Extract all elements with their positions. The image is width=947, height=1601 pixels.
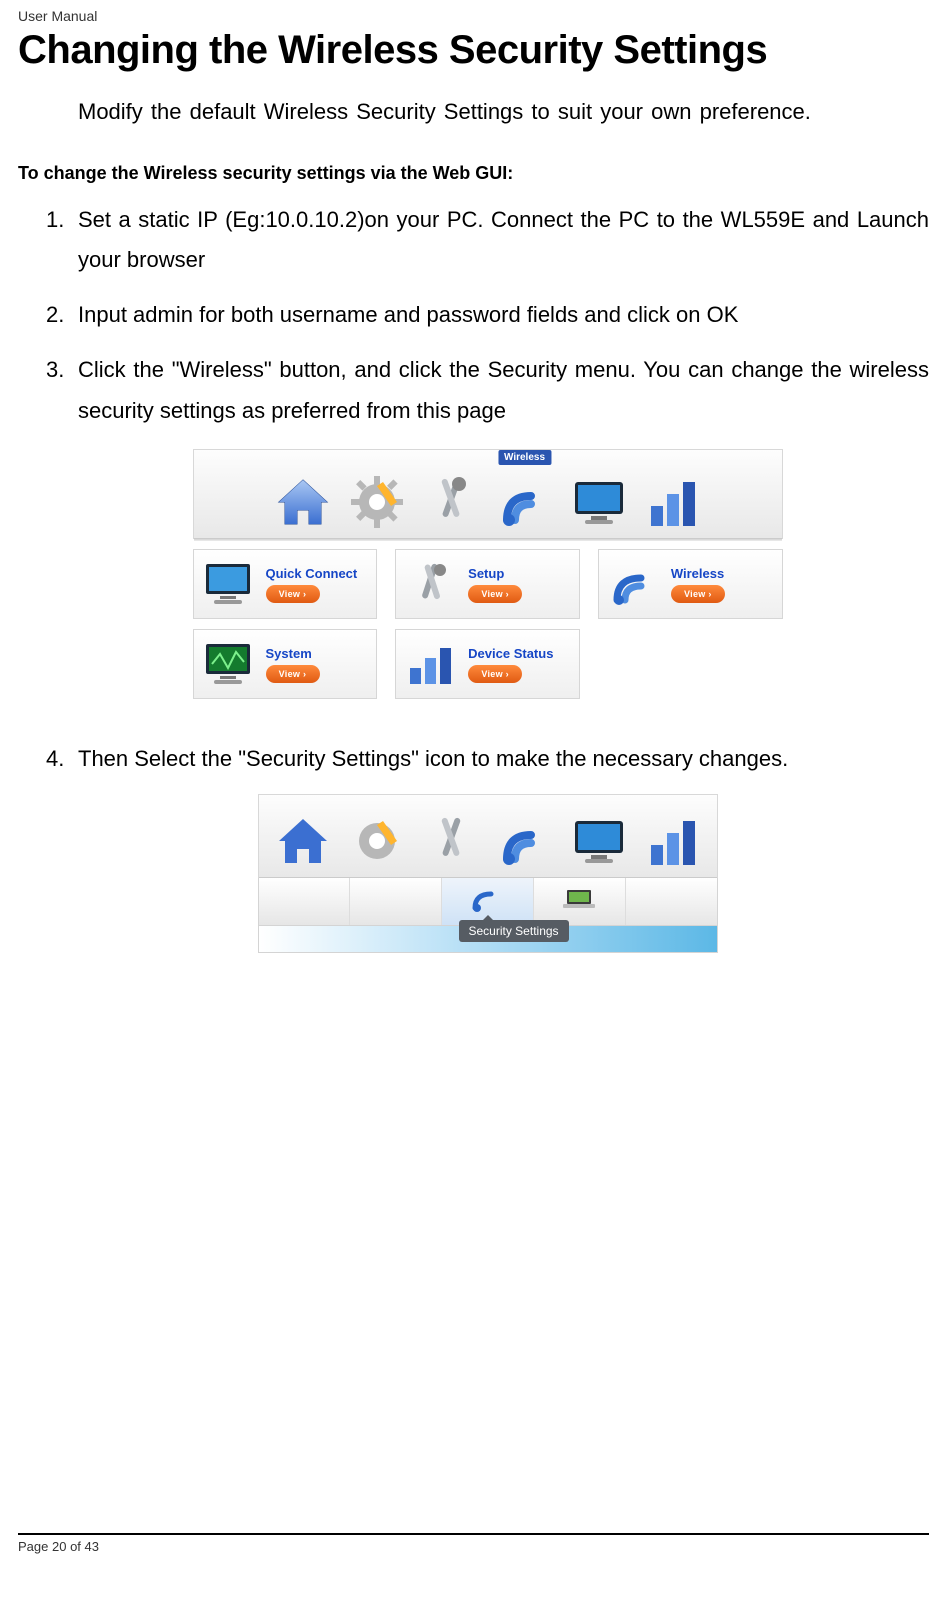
view-button[interactable]: View › — [266, 585, 320, 603]
home-icon — [273, 472, 333, 532]
sub-cell-5[interactable] — [625, 878, 717, 925]
page-title: Changing the Wireless Security Settings — [18, 28, 929, 73]
icon-toolbar: Wireless — [193, 449, 783, 539]
monitor-thumb-icon — [202, 560, 258, 608]
footer-sep: of — [66, 1539, 84, 1554]
footer-prefix: Page — [18, 1539, 52, 1554]
step-2: Input admin for both username and passwo… — [46, 295, 929, 336]
system-thumb-icon — [202, 640, 258, 688]
sub-cell-2[interactable] — [349, 878, 441, 925]
monitor-icon — [569, 472, 629, 532]
tile-system[interactable]: System View › — [193, 629, 378, 699]
gear-icon — [347, 811, 407, 871]
sub-cell-4[interactable] — [533, 878, 625, 925]
sub-toolbar: Security Settings — [258, 878, 718, 926]
tile-setup[interactable]: Setup View › — [395, 549, 580, 619]
figure-security-settings: Security Settings — [258, 794, 718, 953]
laptop-small-icon — [561, 884, 597, 919]
view-button[interactable]: View › — [468, 665, 522, 683]
wireless-thumb-icon — [607, 560, 663, 608]
footer-page-current: 20 — [52, 1539, 66, 1554]
bars-icon — [643, 811, 703, 871]
tile-label: System — [266, 646, 320, 661]
tile-device-status[interactable]: Device Status View › — [395, 629, 580, 699]
step-1: Set a static IP (Eg:10.0.10.2)on your PC… — [46, 200, 929, 281]
intro-paragraph: Modify the default Wireless Security Set… — [78, 91, 919, 133]
wireless-icon — [495, 811, 555, 871]
tooltip-security-settings: Security Settings — [459, 920, 569, 942]
bars-icon — [643, 472, 703, 532]
wireless-badge: Wireless — [498, 450, 551, 465]
section-subheading: To change the Wireless security settings… — [18, 163, 929, 184]
bars-thumb-icon — [404, 640, 460, 688]
tile-wireless[interactable]: Wireless View › — [598, 549, 783, 619]
tile-label: Wireless — [671, 566, 725, 581]
tools-icon — [421, 472, 481, 532]
tools-icon — [421, 811, 481, 871]
tile-quick-connect[interactable]: Quick Connect View › — [193, 549, 378, 619]
step-4: Then Select the "Security Settings" icon… — [46, 739, 929, 780]
tile-label: Quick Connect — [266, 566, 358, 581]
home-icon — [273, 811, 333, 871]
tile-label: Setup — [468, 566, 522, 581]
gear-icon — [347, 472, 407, 532]
step-3: Click the "Wireless" button, and click t… — [46, 350, 929, 431]
figure-tile-menu: Wireless Quick Connect View › — [193, 449, 783, 699]
tile-label: Device Status — [468, 646, 553, 661]
tools-thumb-icon — [404, 560, 460, 608]
wireless-icon: Wireless — [495, 472, 555, 532]
footer-page-total: 43 — [85, 1539, 99, 1554]
monitor-icon — [569, 811, 629, 871]
tile-grid: Quick Connect View › Setup View › Wirele… — [193, 549, 783, 699]
view-button[interactable]: View › — [266, 665, 320, 683]
sub-cell-1[interactable] — [259, 878, 350, 925]
view-button[interactable]: View › — [671, 585, 725, 603]
page-footer: Page 20 of 43 — [18, 1533, 929, 1554]
doc-header: User Manual — [18, 8, 929, 24]
icon-toolbar-2 — [258, 794, 718, 878]
steps-list: Set a static IP (Eg:10.0.10.2)on your PC… — [46, 200, 929, 953]
view-button[interactable]: View › — [468, 585, 522, 603]
wireless-small-icon — [469, 884, 505, 919]
